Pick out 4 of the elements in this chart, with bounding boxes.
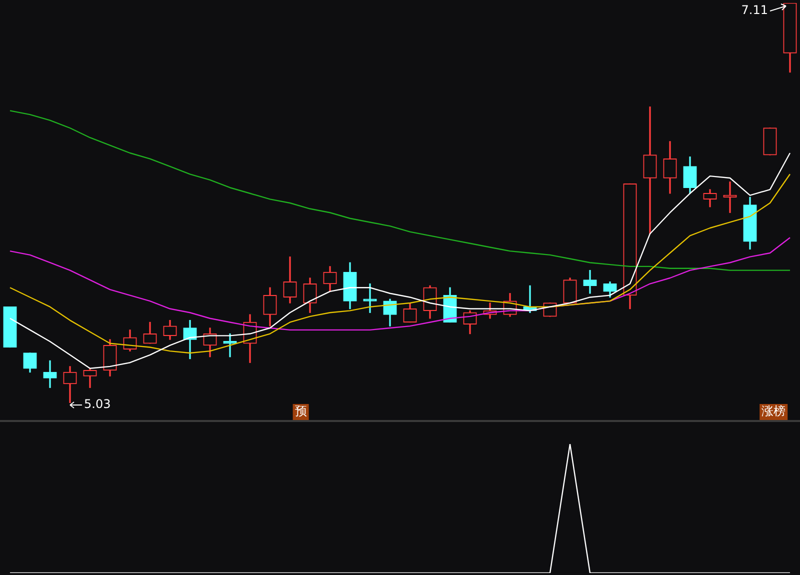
- annotation: 5.03: [84, 397, 111, 412]
- text: 预: [294, 404, 307, 418]
- annotation: 7.11: [741, 3, 768, 18]
- text: 涨榜: [762, 404, 786, 418]
